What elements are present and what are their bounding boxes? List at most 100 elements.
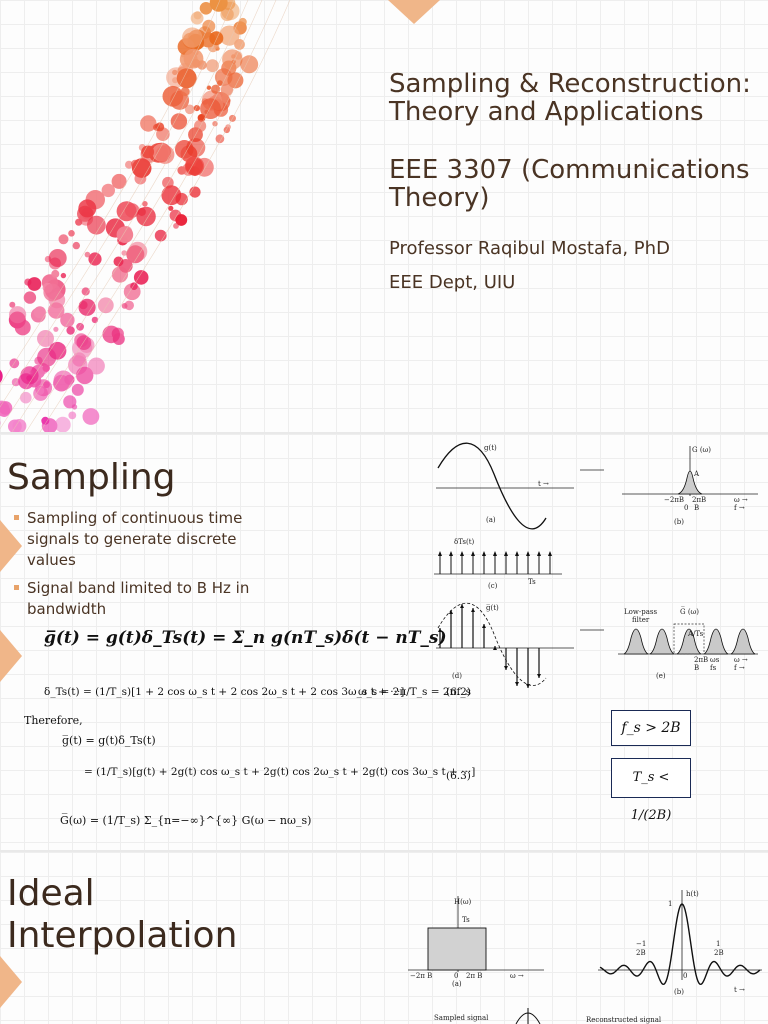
nyquist-rate-condition-box: f_s > 2B xyxy=(611,710,691,746)
decorative-dot xyxy=(9,301,16,308)
accent-triangle-left xyxy=(0,956,22,1008)
decorative-dot xyxy=(20,391,32,404)
signal-curve xyxy=(437,442,547,530)
sinc-curve xyxy=(599,903,761,986)
decorative-dot xyxy=(184,104,195,115)
omega-axis-label: ω → xyxy=(734,496,748,504)
minus-2piB-label: −2πB xyxy=(664,496,684,504)
sampling-interval-condition-box: T_s < 1/(2B) xyxy=(611,758,691,823)
decorative-dot xyxy=(227,72,244,89)
G-omega-label: G (ω) xyxy=(692,446,711,454)
decorative-dot xyxy=(84,251,91,258)
t-label: t → xyxy=(734,986,745,994)
g-t-label: g(t) xyxy=(484,444,497,452)
sampled-signal-equation: g̅(t) = g(t)δ_Ts(t) = Σ_n g(nT_s)δ(t − n… xyxy=(44,628,447,648)
decorative-dot xyxy=(116,201,137,222)
impulse-arrowhead xyxy=(482,551,486,556)
spectrum-replica xyxy=(730,628,756,655)
decorative-dot xyxy=(170,113,188,130)
spectrum-omega-label: ω → xyxy=(734,656,748,664)
therefore-label: Therefore, xyxy=(24,714,83,727)
decorative-dot xyxy=(87,357,105,375)
Ts-label: Ts xyxy=(528,578,536,586)
neg-2B-label: 2B xyxy=(636,949,646,957)
decorative-dot xyxy=(79,300,88,310)
decorative-dot xyxy=(162,85,184,107)
decorative-dot xyxy=(162,176,174,189)
decorative-dot xyxy=(63,395,77,409)
plus-2piB-label: 2πB xyxy=(692,496,706,504)
decorative-dot xyxy=(36,386,45,395)
decorative-dot xyxy=(175,192,188,206)
decorative-dot xyxy=(199,2,213,15)
decorative-thread xyxy=(0,0,235,408)
impulse-arrowhead xyxy=(515,551,519,556)
sample-arrowhead xyxy=(438,628,442,632)
decorative-dot xyxy=(155,122,165,132)
subfig-a-label: (a) xyxy=(452,980,462,988)
impulse-arrowhead xyxy=(449,551,453,556)
professor-name: Professor Raqibul Mostafa, PhD xyxy=(389,238,670,259)
sampling-slide: Sampling Sampling of continuous time sig… xyxy=(0,434,768,850)
spectrum-replica xyxy=(703,628,729,655)
decorative-dot xyxy=(172,69,178,76)
department: EEE Dept, UIU xyxy=(389,272,516,293)
baseband-spectrum xyxy=(677,470,703,495)
decorative-dot xyxy=(173,223,179,229)
sample-arrowhead xyxy=(515,682,519,686)
zero-label: 0 xyxy=(454,972,458,980)
zero-label: 0 xyxy=(684,504,688,512)
gbar-label: g̅(t) xyxy=(486,604,499,612)
subfig-d-label: (d) xyxy=(452,672,462,680)
decorative-dot xyxy=(76,366,94,385)
sample-arrowhead xyxy=(449,610,453,614)
decorative-dot xyxy=(27,277,42,291)
accent-triangle-left-2 xyxy=(0,630,22,682)
decorative-dot xyxy=(131,159,140,168)
decorative-dot xyxy=(82,408,100,425)
spectrum-B-label: B xyxy=(694,664,699,672)
reconstructed-signal-label: Reconstructed signal xyxy=(586,1016,662,1024)
impulse-arrowhead xyxy=(471,551,475,556)
Ts-gain-label: Ts xyxy=(462,916,470,924)
spectrum-2piB-label: 2πB xyxy=(694,656,708,664)
spectrum-ws-label: ωs xyxy=(710,656,720,664)
pos-2B-label: 2B xyxy=(714,949,724,957)
decorative-thread xyxy=(25,0,277,432)
sample-arrowhead xyxy=(504,666,508,670)
amplitude-A-label: A xyxy=(693,470,700,478)
decorative-dot xyxy=(175,214,188,226)
decorative-dot xyxy=(141,145,155,159)
peak-one-label: 1 xyxy=(668,900,672,908)
H-omega-label: H(ω) xyxy=(454,898,472,906)
decorative-dot xyxy=(222,49,243,70)
sampled-signal-product: g̅(t) = g(t)δ_Ts(t) xyxy=(62,734,156,747)
impulse-arrowhead xyxy=(438,551,442,556)
impulse-arrowhead xyxy=(504,551,508,556)
sample-arrowhead xyxy=(471,608,475,612)
decorative-dot xyxy=(183,48,204,69)
decorative-dot xyxy=(206,85,212,90)
filter-label: filter xyxy=(632,616,650,624)
pos-1-label: 1 xyxy=(716,940,720,948)
origin-label: 0 xyxy=(683,972,687,980)
sampled-spectrum-equation: G̅(ω) = (1/T_s) Σ_{n=−∞}^{∞} G(ω − nω_s) xyxy=(60,814,312,827)
decorative-dot xyxy=(43,283,62,302)
decorative-dot xyxy=(68,411,77,420)
subfig-b-label: (b) xyxy=(674,518,684,526)
decorative-dot xyxy=(140,115,157,132)
subfig-e-label: (e) xyxy=(656,672,666,680)
decorative-dot xyxy=(234,39,245,50)
bullet-text: Sampling of continuous time signals to g… xyxy=(27,509,243,569)
decorative-dot xyxy=(58,234,69,245)
decorative-dot xyxy=(54,416,71,432)
decorative-dot xyxy=(182,27,203,48)
ideal-interpolation-slide: Ideal Interpolation H(ω) Ts −2π B 0 2π B… xyxy=(0,852,768,1024)
sampling-spectra-figure: g(t) t → (a) G (ω) A −2πB 2πB B 0 ω → f … xyxy=(434,442,758,688)
decorative-dot xyxy=(209,31,224,46)
decorative-dot xyxy=(60,272,67,279)
equation-number-6-3: (6.3) xyxy=(446,770,471,782)
decorative-dot xyxy=(133,270,149,285)
replicated-spectra xyxy=(623,628,756,655)
decorative-dot xyxy=(53,326,59,332)
